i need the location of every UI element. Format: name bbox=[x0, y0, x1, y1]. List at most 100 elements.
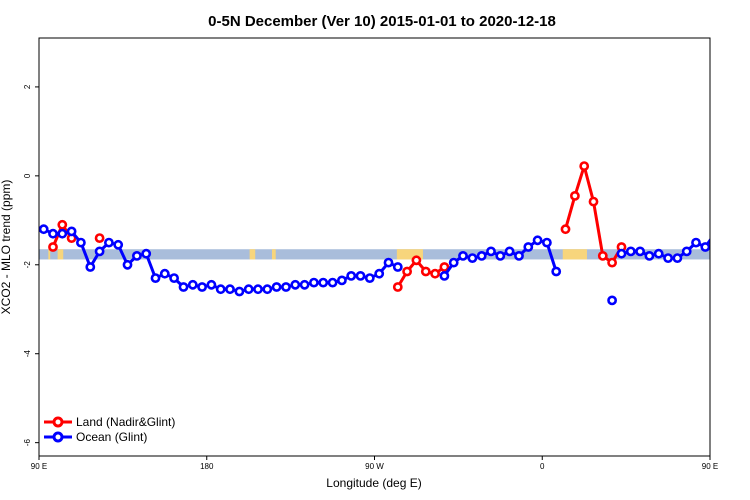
data-point bbox=[653, 248, 664, 259]
data-point bbox=[644, 250, 655, 261]
data-point bbox=[420, 266, 431, 277]
data-point bbox=[253, 284, 263, 295]
legend: Land (Nadir&Glint) Ocean (Glint) bbox=[44, 415, 175, 444]
data-point bbox=[607, 257, 617, 268]
data-point bbox=[430, 268, 440, 279]
data-point bbox=[691, 237, 701, 248]
data-point bbox=[448, 257, 459, 268]
data-point bbox=[439, 262, 450, 272]
series-1 bbox=[39, 224, 746, 306]
data-point bbox=[672, 253, 683, 263]
data-point bbox=[364, 273, 375, 283]
data-point bbox=[570, 190, 580, 201]
y-tick-label: -2 bbox=[23, 261, 32, 269]
data-point bbox=[57, 219, 68, 230]
data-point bbox=[514, 250, 524, 261]
data-point bbox=[735, 221, 742, 228]
data-point bbox=[85, 262, 96, 272]
data-point bbox=[262, 284, 273, 295]
data-point bbox=[104, 237, 114, 248]
data-point bbox=[234, 286, 245, 297]
data-point bbox=[48, 242, 58, 252]
data-point bbox=[48, 228, 58, 239]
data-point bbox=[467, 253, 478, 263]
data-point bbox=[504, 246, 515, 257]
data-point bbox=[739, 226, 746, 233]
data-point bbox=[57, 228, 68, 239]
data-point bbox=[243, 284, 254, 295]
x-tick-label: 180 bbox=[200, 462, 214, 471]
data-point bbox=[392, 262, 403, 272]
data-point bbox=[681, 246, 692, 257]
data-point bbox=[392, 282, 403, 292]
x-tick-label: 90 E bbox=[31, 462, 47, 471]
data-point bbox=[495, 250, 506, 261]
data-point bbox=[607, 295, 617, 306]
legend-marker-ocean bbox=[52, 431, 64, 443]
data-point bbox=[318, 277, 329, 288]
band-land-segment bbox=[271, 249, 276, 260]
x-axis: 90 E 180 90 W 0 90 E bbox=[31, 456, 718, 471]
y-tick-label: -6 bbox=[23, 439, 32, 447]
data-point bbox=[197, 282, 207, 292]
data-point bbox=[336, 275, 347, 286]
data-point bbox=[113, 239, 124, 250]
data-point bbox=[588, 196, 599, 207]
x-axis-label: Longitude (deg E) bbox=[326, 476, 421, 490]
band-land-segment bbox=[562, 249, 587, 260]
data-point bbox=[169, 273, 179, 283]
data-point bbox=[346, 270, 357, 281]
data-point bbox=[159, 268, 170, 279]
data-point bbox=[551, 266, 562, 277]
data-point bbox=[178, 282, 189, 292]
x-tick-label: 90 E bbox=[702, 462, 718, 471]
data-point bbox=[411, 255, 422, 266]
data-point bbox=[94, 233, 105, 243]
data-point bbox=[383, 257, 394, 268]
band-land-segment bbox=[57, 249, 64, 260]
data-point bbox=[709, 232, 710, 236]
data-point bbox=[215, 284, 226, 295]
data-point bbox=[76, 237, 86, 248]
data-point bbox=[700, 242, 710, 252]
data-point bbox=[327, 277, 338, 288]
data-point bbox=[66, 226, 77, 237]
y-axis: 2 0 -2 -4 -6 bbox=[23, 84, 39, 446]
data-point bbox=[616, 248, 627, 259]
y-axis-label: XCO2 - MLO trend (ppm) bbox=[0, 180, 13, 315]
data-point bbox=[281, 282, 291, 292]
data-point bbox=[579, 161, 590, 171]
series-layer bbox=[39, 161, 750, 306]
data-point bbox=[150, 273, 161, 283]
data-point bbox=[374, 268, 385, 279]
data-point bbox=[122, 259, 133, 270]
data-point bbox=[745, 235, 750, 242]
data-point bbox=[597, 250, 608, 261]
data-point bbox=[206, 279, 217, 290]
data-point bbox=[94, 246, 105, 257]
reference-band bbox=[39, 249, 710, 260]
legend-marker-land bbox=[52, 416, 64, 428]
data-point bbox=[355, 270, 366, 281]
legend-label-ocean: Ocean (Glint) bbox=[76, 430, 147, 444]
data-point bbox=[439, 270, 450, 281]
data-point bbox=[635, 246, 645, 257]
data-point bbox=[523, 242, 534, 252]
band-ocean bbox=[39, 249, 710, 260]
series-line bbox=[621, 237, 710, 260]
series-line bbox=[564, 164, 623, 265]
plot-frame bbox=[38, 37, 711, 457]
data-point bbox=[187, 279, 198, 290]
data-point bbox=[458, 250, 468, 261]
data-point bbox=[720, 226, 727, 233]
band-land-segment bbox=[396, 249, 423, 260]
data-point bbox=[39, 224, 49, 235]
x-tick-label: 90 W bbox=[365, 462, 384, 471]
data-point bbox=[476, 250, 487, 261]
data-point bbox=[308, 277, 319, 288]
legend-label-land: Land (Nadir&Glint) bbox=[76, 415, 175, 429]
data-point bbox=[141, 248, 152, 259]
x-tick-label: 0 bbox=[540, 462, 545, 471]
chart-title: 0-5N December (Ver 10) 2015-01-01 to 202… bbox=[208, 13, 556, 30]
